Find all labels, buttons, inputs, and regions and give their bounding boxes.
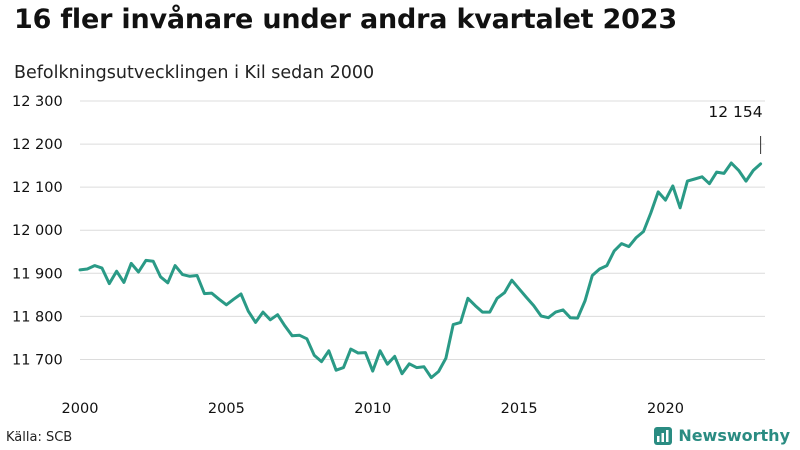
gridlines <box>80 100 765 360</box>
y-tick-label: 12 100 <box>12 180 63 196</box>
y-tick-label: 12 200 <box>12 137 63 153</box>
source-note: Källa: SCB <box>6 430 73 445</box>
y-tick-label: 12 300 <box>12 94 63 110</box>
series-line <box>78 161 763 380</box>
x-axis: 2000 2005 2010 2015 2020 <box>62 401 684 417</box>
series-group <box>78 161 763 380</box>
y-tick-label: 11 900 <box>12 266 63 282</box>
annotation: 12 154 <box>708 103 763 154</box>
chart-subtitle: Befolkningsutvecklingen i Kil sedan 2000 <box>14 63 375 83</box>
brand[interactable]: Newsworthy <box>654 426 790 445</box>
x-tick-label: 2015 <box>501 401 538 417</box>
annotation-label: 12 154 <box>708 103 762 121</box>
brand-name: Newsworthy <box>678 426 790 445</box>
y-axis: 11 700 11 800 11 900 12 000 12 100 12 200 12 3… <box>12 94 63 368</box>
x-tick-label: 2005 <box>208 401 245 417</box>
y-tick-label: 11 800 <box>12 309 63 325</box>
chart-title: 16 fler invånare under andra kvartalet 2… <box>14 4 677 35</box>
x-tick-label: 2010 <box>354 401 391 417</box>
newsworthy-logo-icon <box>654 426 673 445</box>
x-tick-label: 2000 <box>62 401 99 417</box>
y-tick-label: 11 700 <box>12 352 63 368</box>
line-chart: 11 700 11 800 11 900 12 000 12 100 12 200 12 3… <box>12 94 765 417</box>
y-tick-label: 12 000 <box>12 223 63 239</box>
x-tick-label: 2020 <box>647 401 684 417</box>
